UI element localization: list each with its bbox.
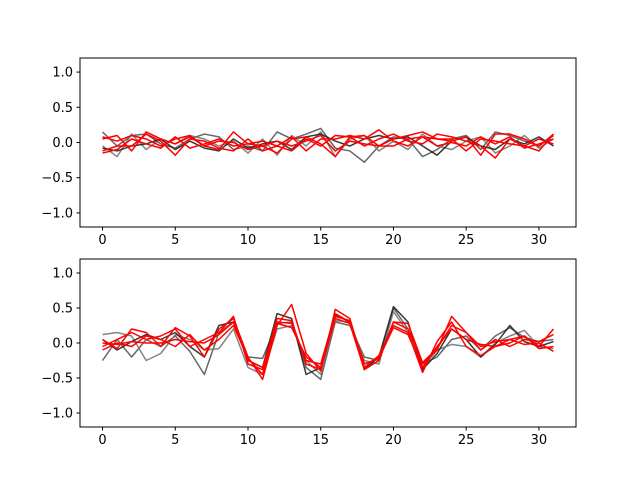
subplot-bottom: 0 5 10 15 20 25 30 −1.0 −0.5 0.0 0.5 1.0 [41,258,577,448]
y-tick-label: 0.0 [52,337,73,352]
x-tick-label: 25 [458,233,475,248]
x-tick-label: 30 [531,233,548,248]
x-tick-label: 5 [171,433,179,448]
x-tick-label: 0 [98,233,106,248]
x-tick-label: 15 [312,233,329,248]
y-tick-label: 0.5 [52,302,73,317]
x-tick-label: 15 [312,433,329,448]
x-tick-label: 0 [98,433,106,448]
series-line-4 [102,131,554,158]
y-tick-label: −0.5 [41,372,73,387]
subplot-top: 0 5 10 15 20 25 30 −1.0 −0.5 0.0 0.5 1.0 [41,57,577,248]
y-tick-label: 0.5 [52,101,73,116]
x-tick-label: 20 [385,233,402,248]
x-tick-label: 10 [240,233,257,248]
y-tick-label: −1.0 [41,206,73,221]
series-line-7 [102,312,554,369]
x-tick-label: 5 [171,233,179,248]
y-tick-label: 1.0 [52,66,73,81]
y-tick-label: 0.0 [52,136,73,151]
y-tick-label: 1.0 [52,267,73,282]
y-tick-label: −0.5 [41,171,73,186]
series-line-5 [102,133,555,159]
x-tick-label: 20 [385,433,402,448]
x-tick-label: 25 [458,433,475,448]
y-tick-label: −1.0 [41,407,73,422]
x-tick-label: 30 [531,433,548,448]
series-line-7 [102,134,554,152]
x-tick-label: 10 [240,433,257,448]
